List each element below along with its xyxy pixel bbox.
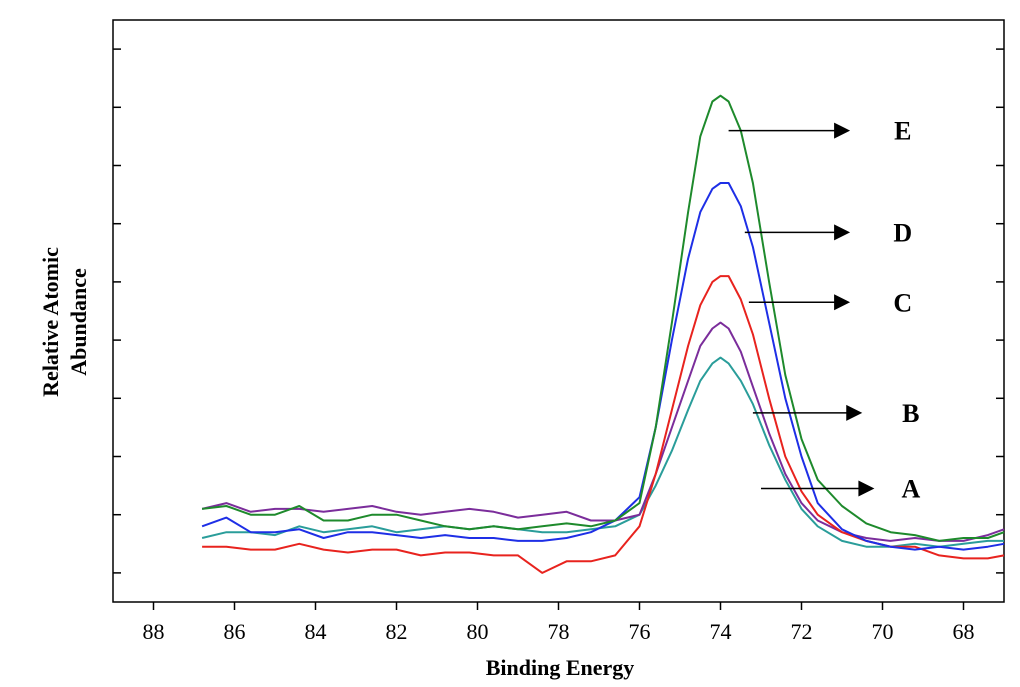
- x-tick-label: 80: [467, 619, 489, 644]
- series-line-c: [202, 275, 1005, 574]
- y-axis-title-line-2: Abundance: [66, 268, 91, 376]
- x-tick-label: 70: [872, 619, 894, 644]
- x-tick-label: 84: [305, 619, 327, 644]
- annotation-arrowhead-a: [858, 480, 875, 497]
- series-lines: [201, 94, 1005, 574]
- annotation-arrowhead-c: [834, 294, 851, 311]
- x-tick-label: 68: [953, 619, 975, 644]
- annotation-label-a: A: [901, 475, 920, 504]
- annotation-label-b: B: [902, 399, 919, 428]
- series-line-e: [201, 94, 1005, 542]
- x-tick-label: 72: [791, 619, 813, 644]
- plot-frame: [112, 19, 1005, 603]
- x-tick-label: 78: [548, 619, 570, 644]
- x-axis-title: Binding Energy: [486, 655, 635, 680]
- annotation-arrowhead-d: [834, 224, 851, 241]
- series-line-d: [201, 182, 1005, 551]
- annotation-label-d: D: [893, 218, 912, 247]
- x-tick-label: 74: [710, 619, 732, 644]
- y-axis-title: Relative Atomic Abundance: [38, 247, 91, 397]
- plot-border: [112, 19, 1005, 603]
- x-tick-label: 82: [386, 619, 408, 644]
- axis-ticks: 88 86 84 82 80 78 76 74 72 70 68: [113, 48, 1004, 644]
- annotation-arrowhead-e: [834, 122, 851, 139]
- annotation-label-e: E: [894, 117, 911, 146]
- annotation-label-c: C: [893, 288, 912, 317]
- series-line-a: [201, 356, 1004, 548]
- annotation-arrowhead-b: [846, 404, 863, 421]
- curve-annotations: E D C B A: [728, 117, 920, 504]
- x-tick-label: 76: [629, 619, 651, 644]
- x-tick-label: 86: [224, 619, 246, 644]
- y-axis-title-line-1: Relative Atomic: [38, 247, 63, 397]
- x-tick-label: 88: [143, 619, 165, 644]
- series-line-b: [201, 321, 1005, 542]
